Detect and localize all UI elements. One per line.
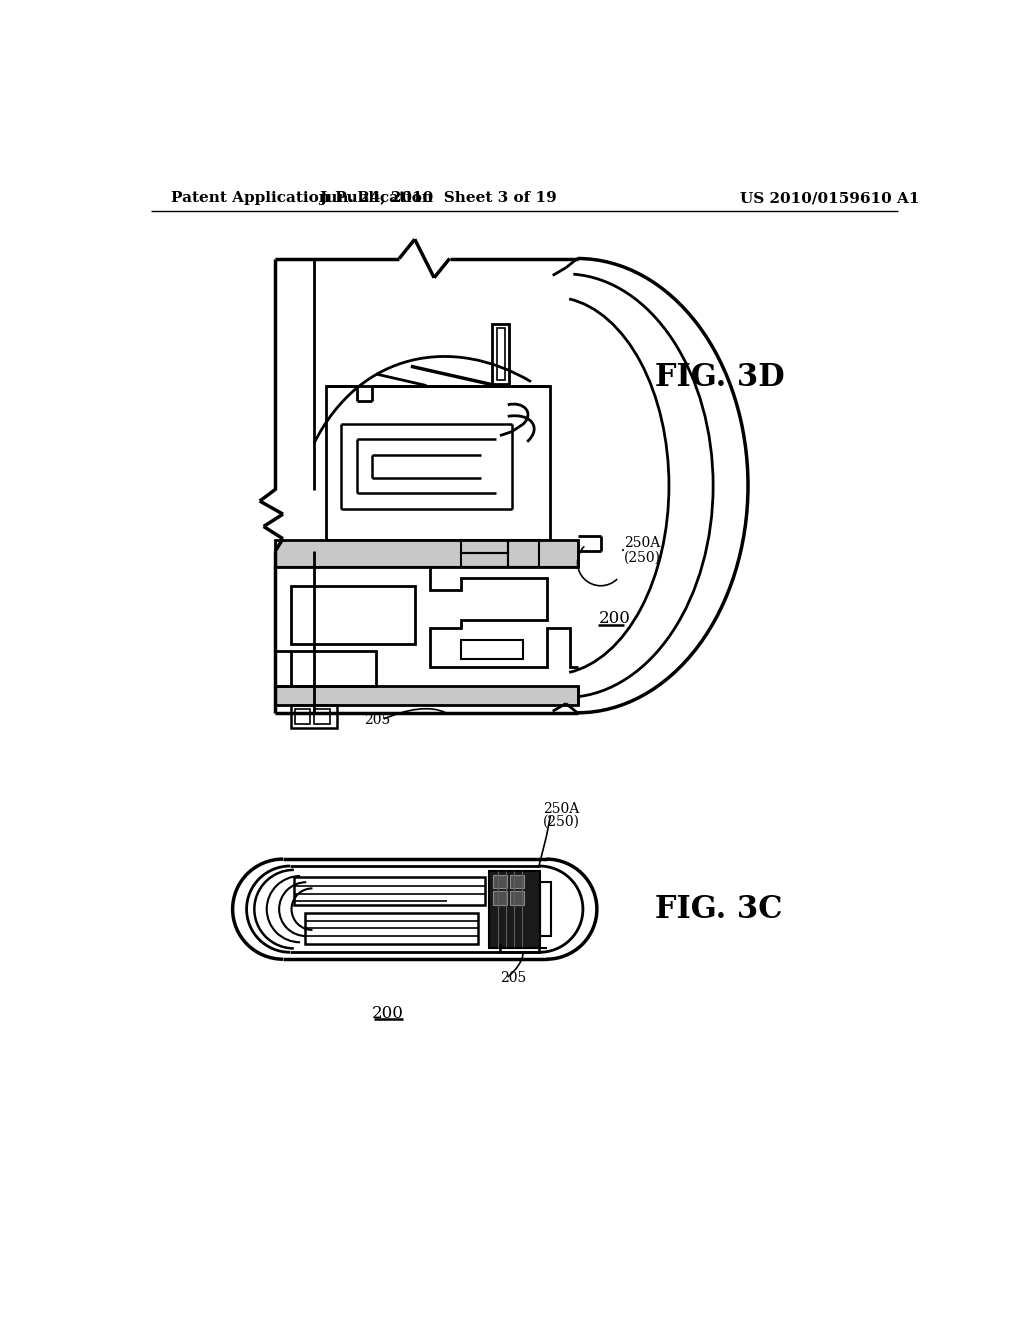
Bar <box>461 553 508 566</box>
Text: 205: 205 <box>500 972 526 986</box>
Text: 205: 205 <box>365 714 390 727</box>
Bar <box>294 876 485 906</box>
Text: 250A: 250A <box>624 536 660 550</box>
Text: FIG. 3D: FIG. 3D <box>655 363 784 393</box>
Bar <box>508 540 539 566</box>
Bar <box>489 871 540 948</box>
Bar <box>314 709 330 725</box>
Text: 200: 200 <box>599 610 631 627</box>
Bar <box>493 323 509 384</box>
Bar <box>275 686 578 705</box>
Bar <box>295 709 310 725</box>
Text: FIG. 3C: FIG. 3C <box>655 894 782 924</box>
Bar <box>326 385 550 540</box>
Bar <box>493 891 507 906</box>
Text: 250A: 250A <box>543 803 579 816</box>
Text: (250): (250) <box>543 816 580 829</box>
Bar <box>540 882 551 936</box>
Bar <box>497 327 505 380</box>
Bar <box>510 875 524 888</box>
Bar <box>291 651 376 686</box>
Bar <box>275 540 578 566</box>
Text: 200: 200 <box>372 1005 403 1022</box>
Bar <box>510 891 524 906</box>
Text: US 2010/0159610 A1: US 2010/0159610 A1 <box>740 191 920 206</box>
Text: (250): (250) <box>624 550 662 564</box>
Bar <box>291 705 337 729</box>
Bar <box>493 875 507 888</box>
Bar <box>461 540 508 553</box>
Bar <box>291 586 415 644</box>
Text: Patent Application Publication: Patent Application Publication <box>171 191 432 206</box>
Bar <box>305 913 477 944</box>
Text: Jun. 24, 2010  Sheet 3 of 19: Jun. 24, 2010 Sheet 3 of 19 <box>319 191 557 206</box>
Bar <box>461 640 523 659</box>
